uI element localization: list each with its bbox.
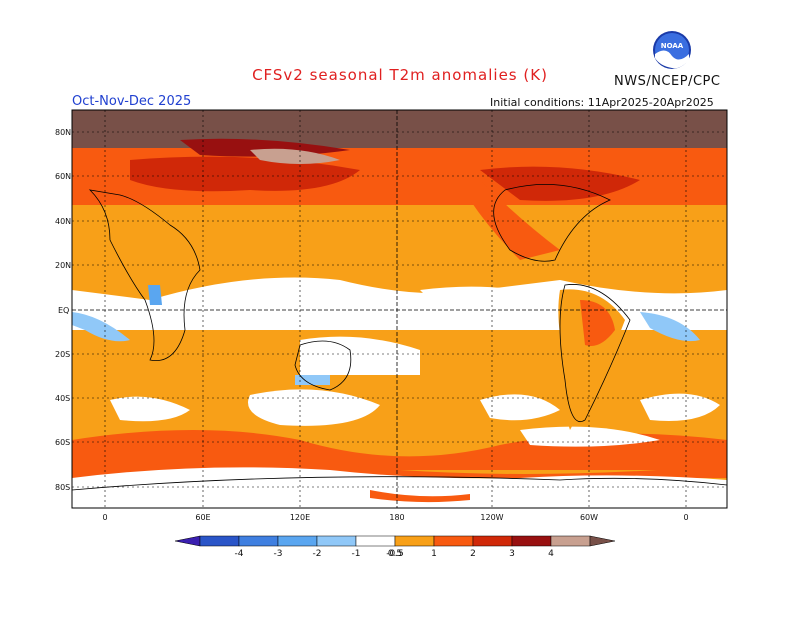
lat-label: EQ (58, 306, 69, 315)
lat-label: 20N (55, 261, 71, 270)
colorbar-tick-label: 1 (431, 549, 437, 559)
colorbar-tick-label: -1 (352, 549, 361, 559)
lat-label: 40S (55, 394, 70, 403)
colorbar-swatch (277, 535, 318, 547)
lat-label: 80N (55, 128, 71, 137)
lon-label: 120W (480, 513, 503, 522)
season-label: Oct-Nov-Dec 2025 (72, 94, 192, 109)
colorbar-tick-label: 4 (548, 549, 554, 559)
lon-label: 60E (195, 513, 210, 522)
colorbar-swatch (472, 535, 513, 547)
colorbar-swatch (550, 535, 591, 547)
lon-label: 0 (102, 513, 107, 522)
colorbar-arrow-left (174, 535, 201, 547)
colorbar-tick-label: 0.5 (388, 549, 402, 559)
colorbar-swatch (511, 535, 552, 547)
svg-text:NOAA: NOAA (661, 42, 684, 50)
longitude-labels: 0 60E 120E 180 120W 60W 0 (102, 513, 688, 522)
colorbar-tick-label: -4 (235, 549, 244, 559)
colorbar-swatch (394, 535, 435, 547)
lon-label: 180 (389, 513, 404, 522)
noaa-logo-icon: NOAA (653, 31, 691, 69)
organization-label: NWS/NCEP/CPC (614, 74, 721, 89)
colorbar-swatch (238, 535, 279, 547)
lat-label: 60N (55, 172, 71, 181)
colorbar-swatch (433, 535, 474, 547)
lon-label: 120E (290, 513, 310, 522)
colorbar-tick-label: 3 (509, 549, 515, 559)
lat-label: 40N (55, 217, 71, 226)
colorbar-arrow-right (589, 535, 616, 547)
lat-label: 60S (55, 438, 70, 447)
colorbar-tick-label: -2 (313, 549, 322, 559)
lat-label: 20S (55, 350, 70, 359)
lat-label: 80S (55, 483, 70, 492)
latitude-labels: 80N 60N 40N 20N EQ 20S 40S 60S 80S (55, 128, 71, 492)
colorbar-swatch (199, 535, 240, 547)
colorbar-tick-label: 2 (470, 549, 476, 559)
colorbar-tick-label: -3 (274, 549, 283, 559)
colorbar-swatch (316, 535, 357, 547)
colorbar-swatch (355, 535, 396, 547)
colorbar-tick-label: -0.5 (386, 549, 404, 559)
lon-label: 60W (580, 513, 598, 522)
initial-conditions-label: Initial conditions: 11Apr2025-20Apr2025 (490, 96, 714, 109)
map-title: CFSv2 seasonal T2m anomalies (K) (252, 66, 548, 84)
lon-label: 0 (683, 513, 688, 522)
